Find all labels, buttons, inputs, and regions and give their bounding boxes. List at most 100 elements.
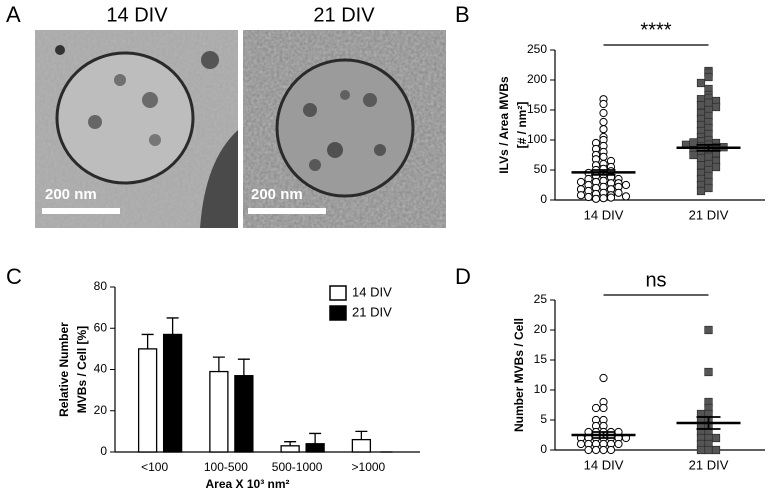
error-bar — [237, 358, 250, 376]
data-point — [696, 186, 706, 196]
error-bar — [355, 430, 368, 440]
x-axis-label: Area X 10³ nm² — [205, 477, 289, 491]
data-point — [576, 177, 586, 187]
data-point — [576, 439, 586, 449]
sem-bar — [696, 143, 721, 152]
y-tick-label: 80 — [94, 279, 108, 293]
error-bar — [212, 356, 225, 372]
error-bar — [141, 333, 154, 349]
panel-letter: C — [6, 264, 22, 289]
significance-label: **** — [640, 19, 671, 41]
data-point — [599, 403, 608, 413]
sem-bar — [696, 416, 721, 430]
data-point — [704, 183, 713, 193]
y-tick-label: 200 — [527, 72, 547, 86]
scale-bar-label: 200 nm — [251, 186, 303, 203]
data-point — [599, 108, 608, 118]
data-point — [599, 445, 608, 455]
y-axis-label: Relative Number — [57, 322, 71, 417]
bar — [234, 375, 254, 453]
error-bar — [309, 432, 322, 444]
data-point — [711, 433, 721, 443]
panel-a: A 14 DIV 21 DIV 200 nm 200 nm — [6, 2, 446, 228]
data-point — [704, 367, 713, 377]
panel-letter: A — [6, 2, 21, 27]
x-tick-label: <100 — [141, 460, 168, 474]
data-point — [696, 78, 706, 88]
data-point — [704, 72, 713, 82]
sem-bar — [591, 431, 616, 439]
data-point — [711, 445, 721, 455]
data-point — [599, 99, 608, 109]
panel-letter: D — [455, 264, 471, 289]
y-tick-label: 50 — [534, 162, 548, 176]
bar — [137, 348, 158, 453]
x-tick-label: 21 DIV — [689, 207, 729, 222]
y-tick-label: 150 — [527, 102, 547, 116]
legend-swatch — [329, 285, 347, 301]
data-point — [689, 138, 698, 147]
data-point — [606, 193, 616, 202]
data-point — [599, 125, 608, 134]
error-bar — [166, 317, 179, 335]
data-point — [606, 445, 616, 455]
data-point — [584, 192, 593, 202]
significance-label: ns — [645, 269, 666, 291]
data-point — [696, 445, 706, 455]
y-tick-label: 15 — [534, 352, 548, 366]
data-point — [584, 445, 593, 455]
data-point — [689, 150, 698, 160]
data-point — [591, 194, 601, 203]
bar — [209, 370, 229, 453]
y-tick-label: 40 — [94, 362, 108, 376]
data-point — [704, 98, 713, 107]
y-tick-label: 20 — [534, 322, 548, 336]
data-point — [599, 117, 608, 127]
y-tick-label: 5 — [540, 412, 547, 426]
data-point — [599, 194, 608, 203]
error-bar — [284, 441, 297, 446]
data-point — [696, 161, 706, 170]
legend-label: 21 DIV — [352, 304, 392, 319]
data-point — [599, 373, 608, 383]
bar — [305, 443, 325, 453]
x-tick-label: 14 DIV — [584, 207, 624, 222]
data-point — [621, 192, 631, 201]
legend-label: 14 DIV — [352, 284, 392, 299]
y-tick-label: 0 — [540, 442, 547, 456]
panel-letter: B — [455, 2, 470, 27]
data-point — [576, 191, 586, 200]
data-point — [704, 445, 713, 455]
micrograph: 200 nm — [35, 30, 238, 228]
bar — [351, 438, 372, 453]
y-axis-label: ILVs / Area MVBs — [497, 76, 511, 174]
image-label: 14 DIV — [106, 4, 168, 26]
data-point — [614, 439, 623, 449]
data-point — [696, 101, 706, 110]
y-tick-label: 25 — [534, 292, 548, 306]
y-tick-label: 60 — [94, 320, 108, 334]
micrograph: 200 nm — [243, 30, 446, 228]
data-point — [599, 152, 608, 161]
bar — [280, 445, 300, 453]
y-tick-label: 100 — [527, 132, 547, 146]
y-tick-label: 250 — [527, 42, 547, 56]
x-tick-label: 100-500 — [204, 460, 248, 474]
x-tick-label: 21 DIV — [689, 457, 729, 472]
data-point — [704, 152, 713, 161]
sem-bar — [591, 169, 616, 176]
data-point — [591, 445, 601, 455]
data-point — [711, 102, 721, 112]
data-point — [711, 162, 721, 172]
y-axis-label: Number MVBs / Cell — [512, 318, 526, 432]
bar — [162, 333, 183, 453]
x-tick-label: 500-1000 — [272, 460, 323, 474]
legend-swatch — [329, 305, 347, 321]
x-tick-label: 14 DIV — [584, 457, 624, 472]
y-axis-label: MVBs / Cell [%] — [75, 326, 89, 413]
data-point — [621, 180, 631, 190]
x-tick-label: >1000 — [352, 460, 386, 474]
y-axis-label: [# / nm²] — [515, 102, 529, 149]
y-tick-label: 0 — [540, 192, 547, 206]
